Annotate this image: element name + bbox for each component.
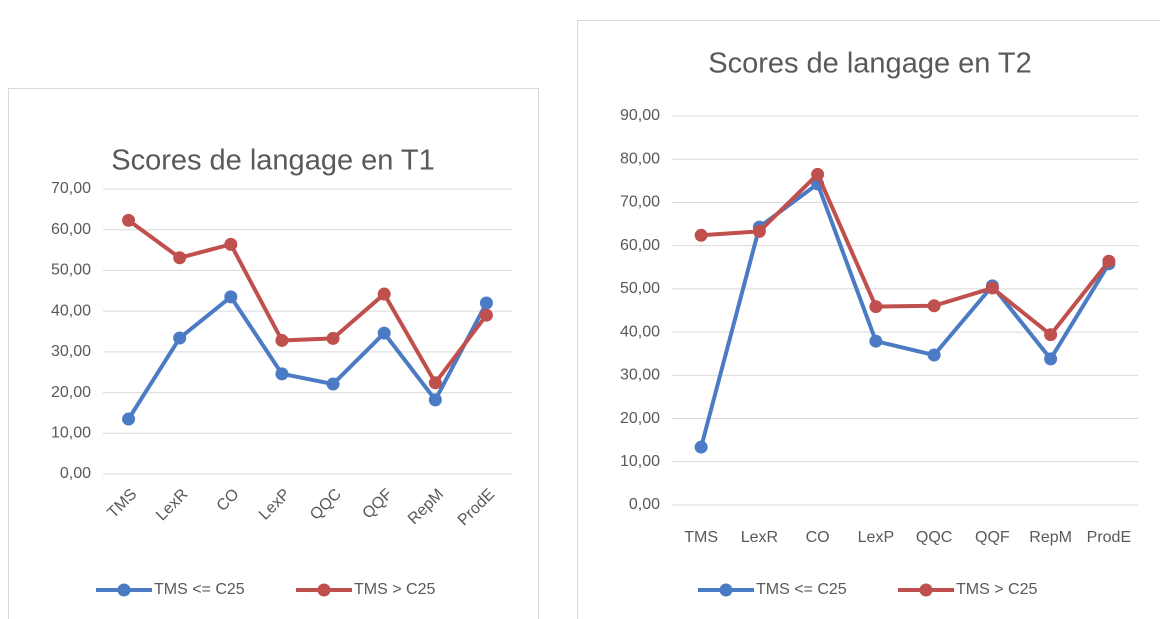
data-point — [1044, 352, 1058, 366]
x-tick-label: TMS — [684, 529, 718, 546]
data-point — [1044, 328, 1058, 342]
data-point — [173, 251, 187, 265]
data-point — [927, 299, 941, 313]
y-tick-label: 0,00 — [629, 496, 660, 513]
legend-label: TMS > C25 — [956, 581, 1037, 598]
data-point — [927, 348, 941, 362]
y-tick-label: 70,00 — [51, 180, 91, 197]
legend-marker — [317, 583, 331, 597]
series-line — [700, 172, 1111, 337]
data-point — [122, 412, 136, 426]
y-tick-label: 10,00 — [51, 425, 91, 442]
data-point — [428, 376, 442, 390]
series-line — [127, 218, 489, 385]
legend-label: TMS > C25 — [354, 581, 435, 598]
data-point — [479, 308, 493, 322]
data-point — [479, 296, 493, 310]
data-point — [275, 333, 289, 347]
legend-marker — [919, 583, 933, 597]
legend-marker — [117, 583, 131, 597]
data-point — [428, 393, 442, 407]
data-point — [694, 440, 708, 454]
data-point — [224, 237, 238, 251]
x-tick-label: QQC — [916, 529, 952, 546]
legend-label: TMS <= C25 — [154, 581, 245, 598]
legend-label: TMS <= C25 — [756, 581, 847, 598]
data-point — [377, 326, 391, 340]
y-tick-label: 30,00 — [51, 343, 91, 360]
y-tick-label: 30,00 — [620, 367, 660, 384]
chart-title: Scores de langage en T2 — [708, 48, 1032, 80]
legend-marker — [719, 583, 733, 597]
data-point — [752, 224, 766, 238]
x-tick-label: RepM — [1029, 529, 1072, 546]
data-point — [985, 281, 999, 295]
y-tick-label: 20,00 — [51, 384, 91, 401]
data-point — [275, 367, 289, 381]
x-tick-label: ProdE — [1087, 529, 1131, 546]
data-point — [1102, 254, 1116, 268]
data-point — [694, 228, 708, 242]
data-point — [377, 287, 391, 301]
y-tick-label: 90,00 — [620, 107, 660, 124]
chart-title: Scores de langage en T1 — [111, 145, 435, 177]
y-tick-label: 50,00 — [51, 262, 91, 279]
data-point — [122, 213, 136, 227]
y-tick-label: 60,00 — [620, 237, 660, 254]
y-tick-label: 40,00 — [51, 302, 91, 319]
y-tick-label: 50,00 — [620, 280, 660, 297]
data-point — [326, 377, 340, 391]
chart-frame — [8, 88, 539, 619]
y-tick-label: 80,00 — [620, 150, 660, 167]
y-tick-label: 70,00 — [620, 194, 660, 211]
data-point — [173, 331, 187, 345]
data-point — [869, 300, 883, 314]
y-tick-label: 40,00 — [620, 323, 660, 340]
x-tick-label: CO — [806, 529, 830, 546]
x-tick-label: QQF — [975, 529, 1010, 546]
series-line — [126, 294, 489, 421]
y-tick-label: 10,00 — [620, 453, 660, 470]
x-tick-label: LexR — [741, 529, 778, 546]
data-point — [811, 167, 825, 181]
y-tick-label: 0,00 — [60, 465, 91, 482]
y-tick-label: 20,00 — [620, 410, 660, 427]
y-tick-label: 60,00 — [51, 221, 91, 238]
x-tick-label: LexP — [858, 529, 894, 546]
data-point — [869, 334, 883, 348]
data-point — [224, 290, 238, 304]
data-point — [326, 331, 340, 345]
